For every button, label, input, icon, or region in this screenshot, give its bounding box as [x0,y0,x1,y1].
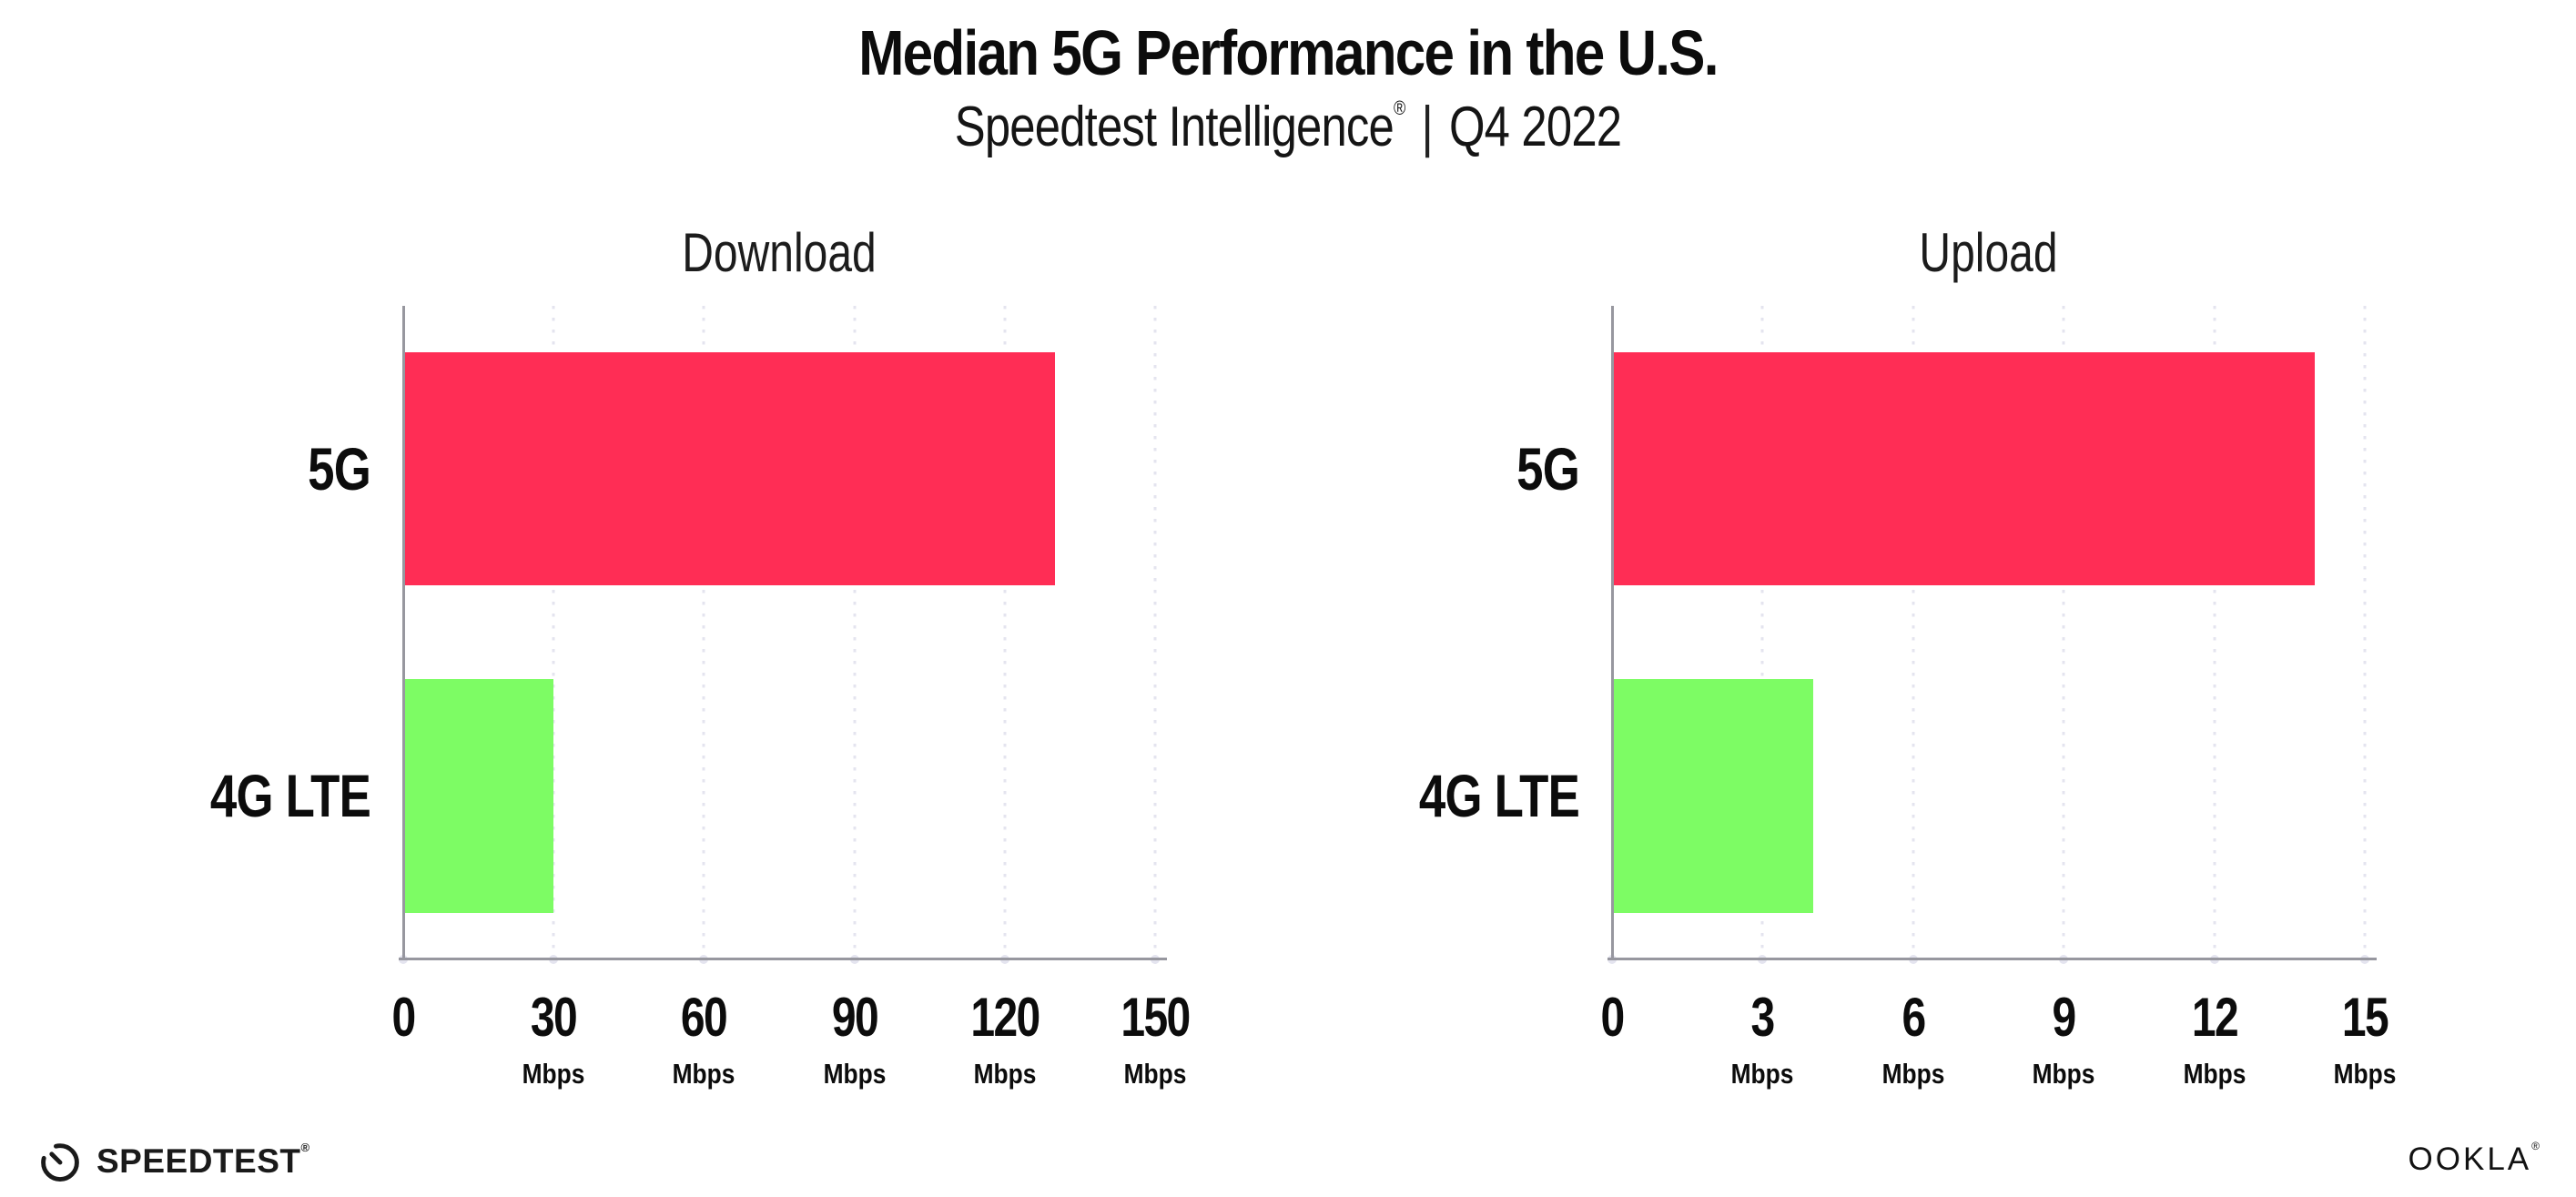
x-tick-label: 12 Mbps [2177,986,2251,1090]
tick-unit: Mbps [672,1058,735,1090]
tick-value: 12 [2191,987,2238,1048]
gridline [2363,306,2367,959]
tick-value: 120 [970,987,1040,1048]
category-label-4g-lte: 4G LTE [1418,762,1580,830]
tick-value: 0 [391,987,416,1048]
tick-value: 150 [1121,987,1191,1048]
tick-unit: Mbps [1881,1058,1945,1090]
tick-value: 0 [1600,987,1625,1048]
tick-value: 3 [1750,987,1776,1048]
registered-mark: ® [2531,1140,2540,1152]
tick-unit: Mbps [973,1058,1037,1090]
category-label-4g-lte: 4G LTE [209,762,371,830]
x-axis-line [399,958,1167,960]
tick-value: 9 [2052,987,2077,1048]
x-tick-label: 90 Mbps [817,986,891,1090]
gridline [1153,306,1157,959]
tick-unit: Mbps [1123,1058,1187,1090]
gridline [552,306,555,959]
tick-value: 30 [531,987,578,1048]
gridline [2213,306,2216,959]
download-chart-title: Download [682,222,877,283]
subtitle-period: Q4 2022 [1448,96,1622,158]
gridline [853,306,857,959]
bars-layer [1612,306,2365,959]
category-label-5g: 5G [1516,434,1580,502]
tick-unit [391,1058,416,1090]
tick-unit [1600,1058,1625,1090]
y-axis-line [1611,306,1614,959]
x-axis-line [1607,958,2377,960]
x-tick-label: 150 Mbps [1112,986,1198,1090]
x-tick-label: 6 Mbps [1876,986,1950,1090]
tick-value: 15 [2341,987,2389,1048]
x-tick-label: 0 [389,986,417,1090]
gridline [1760,306,1764,959]
registered-mark: ® [1393,96,1405,119]
y-axis-line [402,306,405,959]
gauge-icon [41,1143,79,1182]
ookla-logo: OOKLA® [2408,1140,2540,1178]
gridline [1912,306,1915,959]
speedtest-logo: SPEEDTEST® [36,1138,310,1185]
gridline [2062,306,2065,959]
tick-value: 6 [1902,987,1926,1048]
gridline-layer [403,306,1157,959]
page-title: Median 5G Performance in the U.S. [858,17,1719,88]
x-tick-label: 30 Mbps [517,986,591,1090]
subtitle-separator: | [1421,96,1434,158]
tick-value: 60 [681,987,728,1048]
bar-4g-lte [1612,679,1813,913]
registered-mark: ® [300,1141,310,1154]
tick-unit: Mbps [1730,1058,1794,1090]
x-tick-label: 9 Mbps [2027,986,2101,1090]
x-tick-label: 120 Mbps [962,986,1048,1090]
page-subtitle: Speedtest Intelligence® | Q4 2022 [232,95,2345,159]
bars-layer [403,306,1155,959]
ookla-text: OOKLA [2408,1141,2532,1177]
tick-unit: Mbps [2333,1058,2397,1090]
gridline-layer [1612,306,2367,959]
x-tick-label: 3 Mbps [1726,986,1800,1090]
tick-value: 90 [831,987,878,1048]
speedtest-text: SPEEDTEST [96,1142,301,1180]
subtitle-brand: Speedtest Intelligence [954,96,1394,158]
speedtest-wordmark: SPEEDTEST® [96,1141,310,1181]
gridline [702,306,705,959]
category-label-5g: 5G [308,434,371,502]
x-tick-label: 60 Mbps [667,986,741,1090]
x-tick-label: 0 [1597,986,1626,1090]
tick-unit: Mbps [823,1058,886,1090]
upload-chart: Upload 5G 4G LTE 0 3 Mbps 6 Mbps 9 Mbps 12 Mbps 1… [1419,222,2397,1090]
download-chart: Download 5G 4G LTE 0 30 Mbps 60 Mbps 90 Mbps 12… [210,222,1191,1090]
bar-5g [1612,351,2315,585]
bar-4g-lte [403,679,554,913]
tick-unit: Mbps [522,1058,585,1090]
tick-unit: Mbps [2183,1058,2246,1090]
upload-chart-title: Upload [1919,222,2058,283]
gridline [1003,306,1007,959]
x-tick-label: 15 Mbps [2328,986,2402,1090]
bar-5g [403,351,1055,585]
tick-unit: Mbps [2032,1058,2095,1090]
